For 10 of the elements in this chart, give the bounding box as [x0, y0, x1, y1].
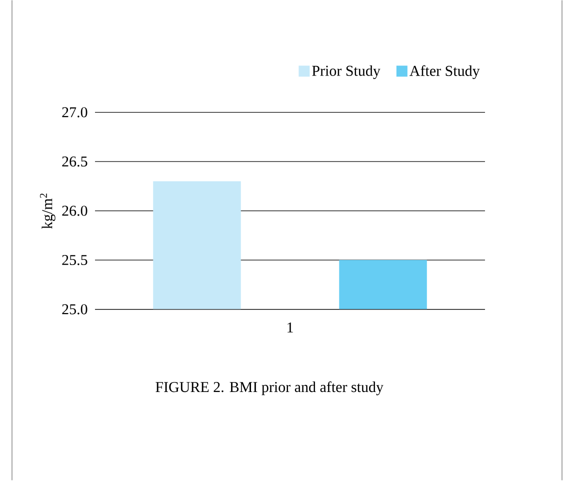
y-tick-label: 25.5	[62, 254, 88, 265]
legend-label: Prior Study	[312, 65, 380, 79]
caption: FIGURE 2. BMI prior and after study	[156, 381, 384, 396]
x-tick-label: 1	[288, 322, 293, 332]
legend-label: After Study	[410, 65, 480, 79]
y-tick-label: 26.0	[62, 206, 88, 216]
y-tick-label: 26.5	[62, 156, 88, 166]
y-axis-title: kg/m$^{2}$	[40, 193, 56, 229]
y-tick-label: 27.0	[62, 107, 88, 118]
y-tick-label: 25.0	[62, 304, 88, 314]
